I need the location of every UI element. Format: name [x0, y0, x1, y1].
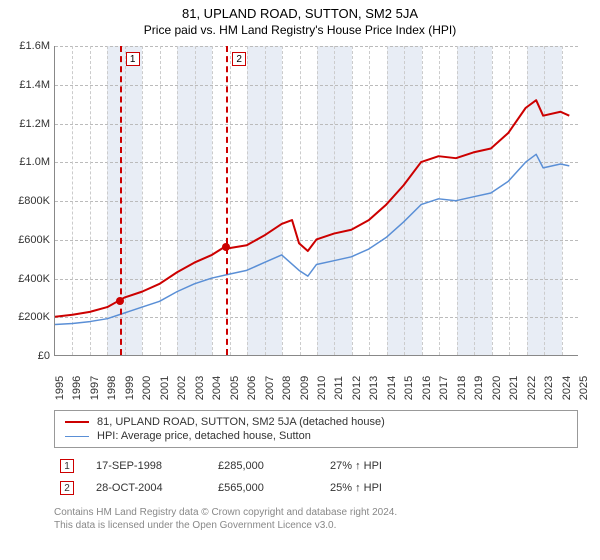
y-tick-label: £1.2M [6, 118, 50, 130]
x-tick-label: 2005 [229, 376, 241, 400]
x-tick-label: 2022 [526, 376, 538, 400]
x-tick-label: 2013 [368, 376, 380, 400]
x-tick-label: 2010 [316, 376, 328, 400]
table-row: 2 28-OCT-2004 £565,000 25% ↑ HPI [56, 478, 576, 498]
x-tick-label: 2000 [141, 376, 153, 400]
x-tick-label: 2014 [386, 376, 398, 400]
sale-point [116, 297, 124, 305]
x-tick-label: 2025 [578, 376, 590, 400]
page-title: 81, UPLAND ROAD, SUTTON, SM2 5JA [0, 0, 600, 21]
sale-price-1: £285,000 [214, 456, 324, 476]
x-tick-label: 2017 [438, 376, 450, 400]
sale-marker-2: 2 [60, 481, 74, 495]
chart-plot-area: 12 [54, 46, 578, 356]
legend-swatch-hpi [65, 436, 89, 437]
x-tick-label: 1996 [71, 376, 83, 400]
x-tick-label: 2021 [508, 376, 520, 400]
x-tick-label: 2006 [246, 376, 258, 400]
sale-date-1: 17-SEP-1998 [92, 456, 212, 476]
page-subtitle: Price paid vs. HM Land Registry's House … [0, 21, 600, 37]
sales-table: 1 17-SEP-1998 £285,000 27% ↑ HPI 2 28-OC… [54, 454, 578, 500]
legend-box: 81, UPLAND ROAD, SUTTON, SM2 5JA (detach… [54, 410, 578, 448]
x-tick-label: 2009 [299, 376, 311, 400]
x-tick-label: 2012 [351, 376, 363, 400]
x-tick-label: 1995 [54, 376, 66, 400]
x-tick-label: 2023 [543, 376, 555, 400]
chart-svg [55, 46, 578, 355]
x-tick-label: 1997 [89, 376, 101, 400]
x-tick-label: 2015 [403, 376, 415, 400]
y-tick-label: £800K [6, 195, 50, 207]
x-tick-label: 2011 [333, 376, 345, 400]
legend-label-hpi: HPI: Average price, detached house, Sutt… [97, 430, 311, 442]
sale-marker-1: 1 [60, 459, 74, 473]
x-tick-label: 1998 [106, 376, 118, 400]
y-tick-label: £1.6M [6, 40, 50, 52]
x-tick-label: 1999 [124, 376, 136, 400]
x-tick-label: 2002 [176, 376, 188, 400]
legend-swatch-property [65, 421, 89, 423]
sale-marker-box: 2 [232, 52, 246, 66]
y-tick-label: £600K [6, 234, 50, 246]
sale-point [222, 243, 230, 251]
legend-region: 81, UPLAND ROAD, SUTTON, SM2 5JA (detach… [54, 410, 578, 532]
x-tick-label: 2007 [264, 376, 276, 400]
x-tick-label: 2024 [561, 376, 573, 400]
x-tick-label: 2003 [194, 376, 206, 400]
sale-pct-1: 27% ↑ HPI [326, 456, 576, 476]
y-tick-label: £200K [6, 311, 50, 323]
x-tick-label: 2020 [491, 376, 503, 400]
x-tick-label: 2016 [421, 376, 433, 400]
x-tick-label: 2019 [473, 376, 485, 400]
y-tick-label: £400K [6, 273, 50, 285]
y-tick-label: £1.0M [6, 156, 50, 168]
legend-row-property: 81, UPLAND ROAD, SUTTON, SM2 5JA (detach… [65, 415, 567, 429]
x-tick-label: 2018 [456, 376, 468, 400]
x-tick-label: 2001 [159, 376, 171, 400]
y-tick-label: £0 [6, 350, 50, 362]
sale-date-2: 28-OCT-2004 [92, 478, 212, 498]
legend-label-property: 81, UPLAND ROAD, SUTTON, SM2 5JA (detach… [97, 416, 385, 428]
sale-marker-box: 1 [126, 52, 140, 66]
sale-pct-2: 25% ↑ HPI [326, 478, 576, 498]
table-row: 1 17-SEP-1998 £285,000 27% ↑ HPI [56, 456, 576, 476]
x-tick-label: 2004 [211, 376, 223, 400]
y-tick-label: £1.4M [6, 79, 50, 91]
x-tick-label: 2008 [281, 376, 293, 400]
footer-line-2: This data is licensed under the Open Gov… [54, 519, 578, 532]
sale-price-2: £565,000 [214, 478, 324, 498]
footer-line-1: Contains HM Land Registry data © Crown c… [54, 506, 578, 519]
legend-row-hpi: HPI: Average price, detached house, Sutt… [65, 429, 567, 443]
